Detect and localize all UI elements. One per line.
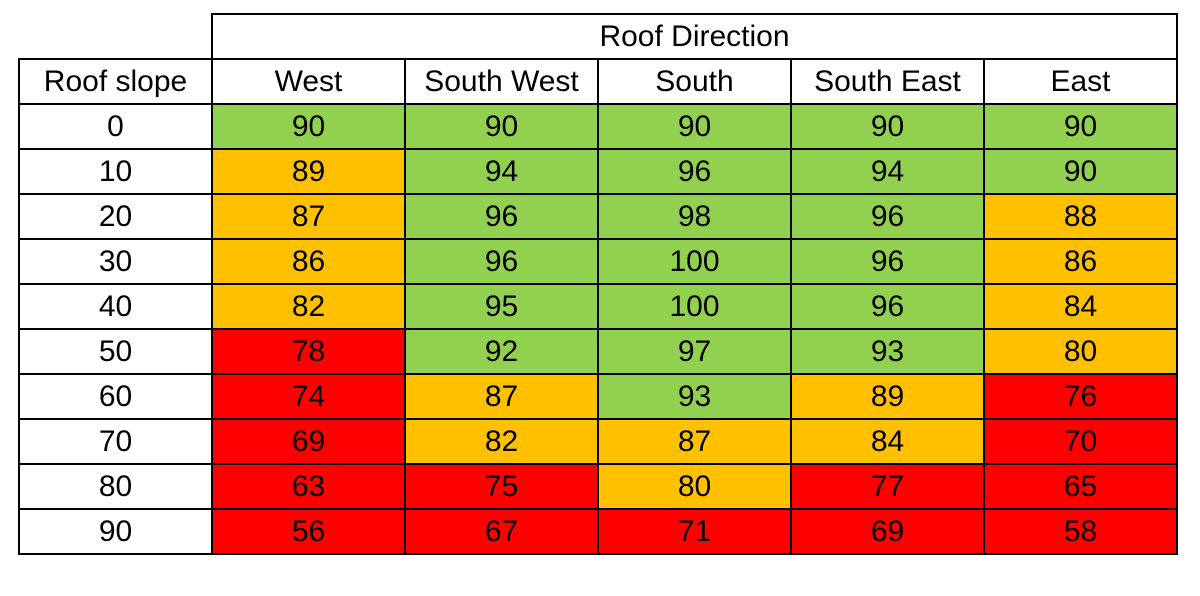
table-row: 60 74 87 93 89 76 (18, 373, 1178, 420)
row-label-slope-70: 70 (18, 418, 213, 465)
row-label-slope-90: 90 (18, 508, 213, 555)
row-label-slope-40: 40 (18, 283, 213, 330)
heat-cell: 88 (983, 193, 1178, 240)
heat-cell: 78 (211, 328, 406, 375)
column-header-south-east: South East (790, 58, 985, 105)
heat-cell: 65 (983, 463, 1178, 510)
heat-cell: 67 (404, 508, 599, 555)
heat-cell: 94 (790, 148, 985, 195)
heat-cell: 70 (983, 418, 1178, 465)
heat-cell: 96 (404, 193, 599, 240)
heat-cell: 90 (983, 103, 1178, 150)
column-header-south: South (597, 58, 792, 105)
heat-cell: 90 (404, 103, 599, 150)
heat-cell: 56 (211, 508, 406, 555)
heat-cell: 58 (983, 508, 1178, 555)
heat-cell: 82 (211, 283, 406, 330)
table-row: 50 78 92 97 93 80 (18, 328, 1178, 375)
heat-cell: 63 (211, 463, 406, 510)
table-row: 40 82 95 100 96 84 (18, 283, 1178, 330)
heat-cell: 100 (597, 238, 792, 285)
heat-cell: 84 (983, 283, 1178, 330)
column-header-south-west: South West (404, 58, 599, 105)
heat-cell: 90 (211, 103, 406, 150)
corner-blank-cell (19, 14, 213, 60)
heat-cell: 100 (597, 283, 792, 330)
row-label-slope-60: 60 (18, 373, 213, 420)
heat-cell: 80 (597, 463, 792, 510)
heat-cell: 77 (790, 463, 985, 510)
table-row: 10 89 94 96 94 90 (18, 148, 1178, 195)
heat-cell: 93 (790, 328, 985, 375)
heat-cell: 69 (211, 418, 406, 465)
row-label-slope-30: 30 (18, 238, 213, 285)
column-group-header: Roof Direction (211, 13, 1178, 60)
heat-cell: 93 (597, 373, 792, 420)
row-label-slope-10: 10 (18, 148, 213, 195)
heat-cell: 87 (404, 373, 599, 420)
heat-cell: 96 (790, 283, 985, 330)
heat-cell: 74 (211, 373, 406, 420)
table-row: 70 69 82 87 84 70 (18, 418, 1178, 465)
heat-cell: 96 (790, 193, 985, 240)
roof-efficiency-table: Roof Direction Roof slope West South West… (18, 13, 1178, 555)
row-label-slope-20: 20 (18, 193, 213, 240)
heat-cell: 69 (790, 508, 985, 555)
heat-cell: 71 (597, 508, 792, 555)
heat-cell: 92 (404, 328, 599, 375)
table-row: 80 63 75 80 77 65 (18, 463, 1178, 510)
heat-cell: 80 (983, 328, 1178, 375)
heat-cell: 87 (597, 418, 792, 465)
column-header-west: West (211, 58, 406, 105)
heat-cell: 97 (597, 328, 792, 375)
heat-cell: 94 (404, 148, 599, 195)
heat-cell: 98 (597, 193, 792, 240)
table-row: 20 87 96 98 96 88 (18, 193, 1178, 240)
row-label-slope-50: 50 (18, 328, 213, 375)
heat-cell: 89 (211, 148, 406, 195)
heat-cell: 87 (211, 193, 406, 240)
column-header-row: Roof slope West South West South South East… (18, 58, 1178, 105)
table-row: 30 86 96 100 96 86 (18, 238, 1178, 285)
table-row: 0 90 90 90 90 90 (18, 103, 1178, 150)
table-row: 90 56 67 71 69 58 (18, 508, 1178, 555)
heat-cell: 90 (790, 103, 985, 150)
table-body: 0 90 90 90 90 90 10 89 94 96 94 90 20 87 96 98 96 88 30 86 9… (18, 103, 1178, 555)
heat-cell: 90 (597, 103, 792, 150)
heat-cell: 82 (404, 418, 599, 465)
heat-cell: 96 (404, 238, 599, 285)
column-group-row: Roof Direction (19, 13, 1178, 60)
row-label-slope-0: 0 (18, 103, 213, 150)
heat-cell: 76 (983, 373, 1178, 420)
heat-cell: 96 (790, 238, 985, 285)
column-header-east: East (983, 58, 1178, 105)
row-header-label: Roof slope (18, 58, 213, 105)
heat-cell: 95 (404, 283, 599, 330)
heat-cell: 75 (404, 463, 599, 510)
heat-cell: 86 (211, 238, 406, 285)
heat-cell: 90 (983, 148, 1178, 195)
heat-cell: 96 (597, 148, 792, 195)
heat-cell: 86 (983, 238, 1178, 285)
row-label-slope-80: 80 (18, 463, 213, 510)
heat-cell: 84 (790, 418, 985, 465)
heat-cell: 89 (790, 373, 985, 420)
